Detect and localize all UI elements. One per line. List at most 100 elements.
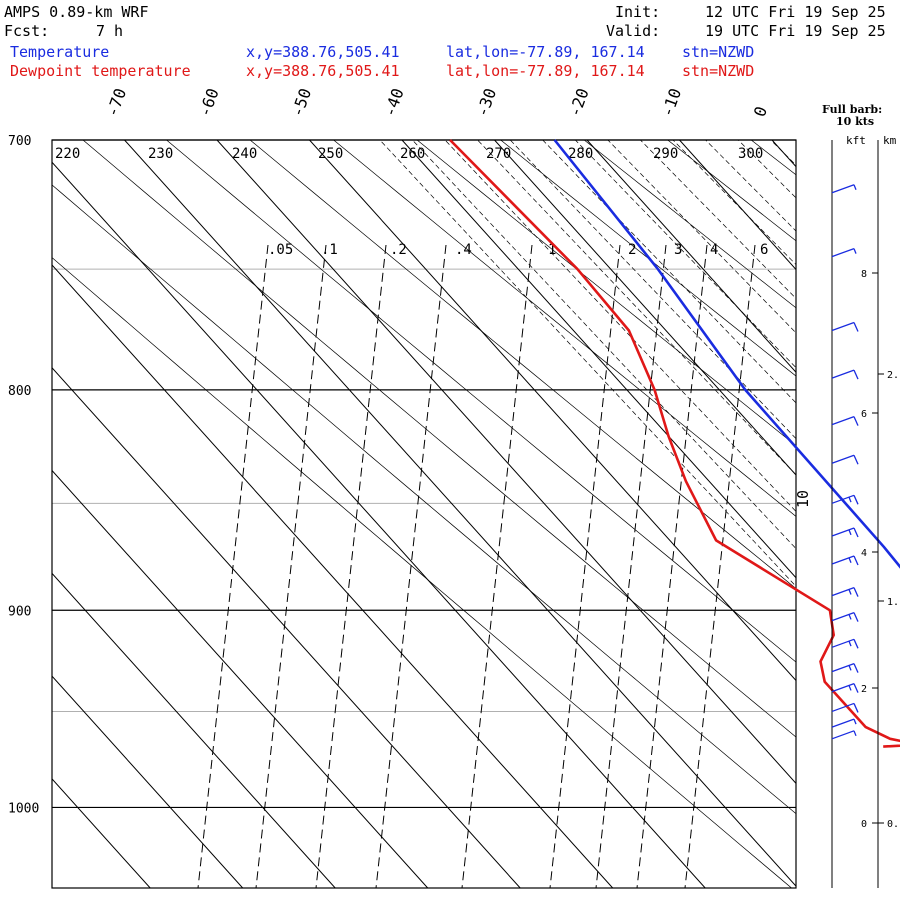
moist-adiabat — [737, 140, 796, 199]
dry-adiabat — [583, 140, 796, 309]
dry-adiabat — [333, 140, 796, 517]
temp-station: stn=NZWD — [682, 43, 755, 61]
mixing-ratio-label: 4 — [710, 242, 718, 258]
mixing-ratio-label: 3 — [674, 242, 682, 258]
wind-barb — [831, 247, 855, 258]
km-tick-label: 0. — [887, 819, 899, 830]
isotherm-line — [52, 367, 521, 888]
barb-flag — [853, 454, 859, 465]
wind-barb — [831, 638, 855, 648]
temp-tick-label: -60 — [195, 86, 223, 120]
barb-half-flag — [848, 685, 852, 691]
moist-adiabat — [509, 140, 796, 440]
isotherm-line — [865, 140, 900, 888]
fcst-value: 7 h — [96, 22, 124, 40]
pressure-label: 800 — [8, 384, 31, 399]
barb-half-flag — [853, 248, 857, 254]
kft-tick-label: 0 — [861, 819, 867, 830]
wind-barb — [831, 184, 855, 194]
dewpoint-profile — [449, 139, 900, 748]
wind-barb — [831, 527, 855, 537]
dry-adiabat — [500, 140, 796, 377]
km-label: km — [883, 134, 897, 147]
isotherm-line — [586, 140, 796, 373]
wind-barb — [831, 494, 855, 504]
kft-tick-label: 2 — [861, 684, 867, 695]
moist-adiabat — [444, 140, 796, 512]
mixing-ratio-label: 6 — [760, 242, 768, 258]
moist-adiabat — [574, 140, 796, 369]
plot-frame — [51, 139, 797, 889]
barb-half-flag — [848, 557, 852, 564]
barb-flag — [853, 703, 859, 713]
temp-xy: x,y=388.76,505.41 — [246, 43, 400, 61]
pressure-label: 900 — [8, 604, 31, 619]
legend-temperature: Temperature — [10, 43, 110, 61]
wind-barb — [831, 718, 855, 728]
mixing-ratio-label: .2 — [390, 242, 407, 258]
mixing-ratio-line — [461, 244, 533, 888]
mixing-ratio-line — [255, 244, 327, 888]
barb-flag — [853, 587, 859, 597]
mixing-ratio-label: .1 — [321, 242, 338, 258]
theta-label: 290 — [653, 146, 678, 162]
barb-flag — [853, 495, 859, 505]
barb-flag — [853, 612, 859, 622]
init-label: Init: — [615, 3, 661, 21]
wind-barb — [831, 321, 855, 332]
mixing-ratio-label: .05 — [268, 242, 293, 258]
temp-tick-label: -50 — [287, 86, 315, 120]
isotherm-line — [52, 778, 151, 888]
barb-legend-line2: 10 kts — [836, 115, 874, 128]
dew-xy: x,y=388.76,505.41 — [246, 62, 400, 80]
wind-barb — [831, 702, 855, 713]
mixing-ratio-line — [549, 244, 621, 888]
dry-adiabat — [667, 140, 796, 242]
wind-barb — [831, 454, 855, 464]
wind-barb — [831, 369, 855, 379]
temp-tick-label: -20 — [565, 86, 593, 120]
isotherm-line — [52, 469, 429, 888]
isotherm-line — [52, 264, 614, 888]
barb-half-flag — [848, 529, 852, 536]
isotherm-line — [679, 140, 796, 271]
theta-label: 230 — [148, 146, 173, 162]
mixing-ratio-label: 2 — [628, 242, 636, 258]
temp-tick-label: 0 — [750, 104, 771, 120]
moist-adiabat — [477, 140, 796, 476]
km-tick-label: 1. — [887, 597, 899, 608]
kft-tick-label: 4 — [861, 548, 867, 559]
wind-barb — [831, 683, 855, 693]
mixing-ratio-label: 1 — [548, 242, 556, 258]
mixing-ratio-line — [684, 244, 756, 888]
barb-flag — [853, 639, 859, 649]
moist-adiabat — [607, 140, 796, 334]
barb-half-flag — [848, 589, 852, 595]
barb-half-flag — [848, 496, 852, 503]
valid-value: 19 UTC Fri 19 Sep 25 — [705, 22, 886, 40]
init-value: 12 UTC Fri 19 Sep 25 — [705, 3, 886, 21]
isotherm-line — [216, 140, 796, 785]
dry-adiabat — [249, 140, 796, 590]
wind-barb — [831, 555, 855, 565]
temp-tick-label: -70 — [102, 86, 130, 120]
fcst-label: Fcst: — [4, 22, 50, 40]
barb-half-flag — [853, 718, 857, 725]
dry-adiabat — [416, 140, 796, 447]
theta-label: 280 — [568, 146, 593, 162]
wind-barb — [831, 663, 855, 673]
barb-half-flag — [848, 640, 852, 647]
barb-flag — [853, 527, 859, 538]
moist-adiabat — [411, 140, 796, 550]
moist-adiabat — [639, 140, 796, 299]
barb-flag — [853, 555, 859, 566]
isotherm-line — [401, 140, 796, 579]
theta-label: 300 — [738, 146, 763, 162]
barb-flag — [853, 369, 859, 380]
temp-tick-label: -10 — [657, 86, 685, 120]
dry-adiabat — [52, 257, 793, 888]
side-label: 10 — [794, 490, 812, 508]
